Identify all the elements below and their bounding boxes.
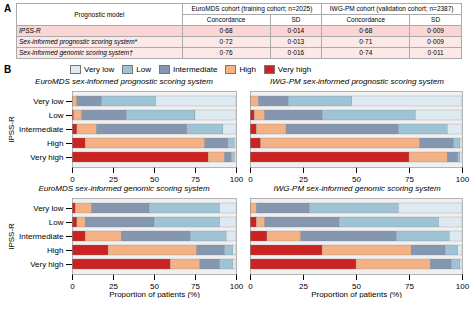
svg-text:75: 75 xyxy=(191,175,200,183)
svg-text:50: 50 xyxy=(150,175,159,183)
svg-text:High: High xyxy=(47,139,63,148)
html-text:0·72: 0·72 xyxy=(219,38,233,45)
html-text:0·68: 0·68 xyxy=(219,27,233,34)
svg-text:0: 0 xyxy=(70,175,75,183)
svg-text:0: 0 xyxy=(248,282,253,291)
html-text:Concordance: Concordance xyxy=(206,16,246,23)
html-text:0·009: 0·009 xyxy=(427,27,444,34)
svg-text:Intermediate: Intermediate xyxy=(19,125,64,134)
html-text:Intermediate: Intermediate xyxy=(172,64,218,74)
html-text:Very low: Very low xyxy=(84,64,115,74)
svg-text:Proportion of patients (%): Proportion of patients (%) xyxy=(109,290,200,299)
svg-text:Very low: Very low xyxy=(33,204,63,213)
html-text:IWG-PM sex-informed prognostic: IWG-PM sex-informed prognostic scoring s… xyxy=(270,77,444,86)
svg-text:Very high: Very high xyxy=(30,260,63,269)
html-text:0·009: 0·009 xyxy=(427,38,444,45)
html-text:EuroMDS cohort (training cohor: EuroMDS cohort (training cohort; n=2025) xyxy=(191,5,313,12)
html-text:0·68: 0·68 xyxy=(359,27,373,34)
html-text:IWG-PM sex-informed genomic sc: IWG-PM sex-informed genomic scoring syst… xyxy=(273,184,441,193)
html-text:High: High xyxy=(239,64,256,74)
html-text:IPSS-R: IPSS-R xyxy=(19,27,41,34)
html-text:0·014: 0·014 xyxy=(287,27,305,34)
svg-text:25: 25 xyxy=(109,175,118,183)
svg-text:Very low: Very low xyxy=(33,97,63,106)
svg-text:IPSS-R: IPSS-R xyxy=(7,116,16,143)
html-text:Sex-informed prognostic scorin: Sex-informed prognostic scoring system* xyxy=(19,38,138,45)
svg-text:High: High xyxy=(47,246,63,255)
svg-text:25: 25 xyxy=(109,282,118,292)
svg-text:50: 50 xyxy=(352,175,361,183)
html-text:0·76: 0·76 xyxy=(219,49,233,56)
svg-text:100: 100 xyxy=(230,175,244,183)
svg-text:100: 100 xyxy=(456,175,470,183)
svg-text:0: 0 xyxy=(70,282,75,291)
svg-text:50: 50 xyxy=(150,282,159,292)
svg-text:IPSS-R: IPSS-R xyxy=(7,223,16,250)
html-text:A: A xyxy=(4,3,12,14)
svg-text:0: 0 xyxy=(248,175,253,183)
html-text:0·016: 0·016 xyxy=(287,49,305,56)
svg-text:50: 50 xyxy=(352,282,361,292)
html-text:EuroMDS sex-informed prognosti: EuroMDS sex-informed prognostic scoring … xyxy=(35,77,213,86)
html-text:SD: SD xyxy=(431,16,441,23)
svg-text:75: 75 xyxy=(405,175,414,183)
svg-text:Intermediate: Intermediate xyxy=(19,232,64,241)
svg-text:75: 75 xyxy=(405,282,414,291)
html-text:Low: Low xyxy=(136,64,151,74)
html-text:B: B xyxy=(4,63,12,75)
svg-text:75: 75 xyxy=(191,282,200,292)
html-text:Very high: Very high xyxy=(277,64,312,74)
html-text:0·013: 0·013 xyxy=(287,38,305,45)
svg-text:Low: Low xyxy=(49,218,64,227)
html-text:Concordance: Concordance xyxy=(346,16,386,23)
svg-text:25: 25 xyxy=(299,282,308,291)
html-text:SD: SD xyxy=(291,16,301,23)
svg-text:25: 25 xyxy=(299,175,308,183)
html-text:IWG-PM cohort (validation coho: IWG-PM cohort (validation cohort; n=2387… xyxy=(329,5,454,12)
svg-text:100: 100 xyxy=(230,282,244,291)
svg-text:Proportion of patients (%): Proportion of patients (%) xyxy=(311,290,402,299)
html-text:Sex-informed genomic scoring s: Sex-informed genomic scoring system† xyxy=(19,49,133,56)
svg-text:Very high: Very high xyxy=(30,153,63,162)
svg-text:100: 100 xyxy=(456,282,470,291)
html-text:Prognostic model: Prognostic model xyxy=(74,10,125,18)
html-text:0·74: 0·74 xyxy=(359,49,373,56)
html-text:0·71: 0·71 xyxy=(359,38,373,45)
svg-text:Low: Low xyxy=(49,111,64,120)
html-text:0·011: 0·011 xyxy=(427,49,444,56)
html-text:EuroMDS sex-informed genomic s: EuroMDS sex-informed genomic scoring sys… xyxy=(38,184,210,193)
